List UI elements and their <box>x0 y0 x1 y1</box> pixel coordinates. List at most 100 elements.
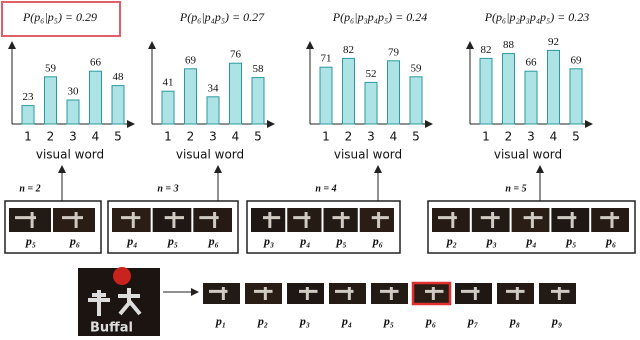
patch-bg <box>551 208 590 232</box>
chart-title: P(p₆|p₃p₄p₅) = 0.24 <box>332 10 427 24</box>
data-label: 69 <box>571 54 583 66</box>
image-patch <box>371 283 408 304</box>
patch-stroke <box>438 212 457 228</box>
patch-label: p₃ <box>263 234 274 248</box>
bar <box>111 85 125 125</box>
image-patch <box>287 208 322 232</box>
data-label: 59 <box>411 62 423 74</box>
n-label: n = 2 <box>19 183 40 194</box>
patch-stroke <box>293 212 311 228</box>
patch-stroke <box>600 212 620 228</box>
bar <box>502 53 515 125</box>
data-label: 82 <box>343 44 354 56</box>
patch-bg <box>471 208 510 232</box>
patch-stroke <box>461 287 480 300</box>
x-tick-label: 4 <box>550 130 558 144</box>
patch-bg <box>203 283 240 304</box>
patch-highlight <box>411 281 452 306</box>
patch-label: p₅ <box>25 234 36 248</box>
data-label: 30 <box>68 86 80 98</box>
patch-bg <box>329 283 366 304</box>
svg-text:Buffal: Buffal <box>90 321 133 336</box>
patch-label: p₄ <box>341 314 352 328</box>
patch-stroke <box>164 212 184 228</box>
data-label: 66 <box>526 57 538 69</box>
data-label: 92 <box>548 36 559 48</box>
image-patch <box>323 208 358 232</box>
data-label: 76 <box>230 49 242 61</box>
panel-box <box>107 200 239 254</box>
x-tick-label: 3 <box>209 130 217 144</box>
x-tick-label: 5 <box>412 130 420 144</box>
patch-label: p₂ <box>446 234 457 248</box>
image-patch <box>329 283 366 304</box>
patch-bg <box>53 208 95 232</box>
image-patch <box>203 283 240 304</box>
data-label: 34 <box>208 82 220 94</box>
data-label: 23 <box>23 91 35 103</box>
x-axis-label: visual word <box>494 148 562 162</box>
highlight-box <box>1 1 121 37</box>
patch-stroke <box>335 287 354 300</box>
data-label: 52 <box>366 68 377 80</box>
bar <box>569 68 583 125</box>
bar <box>206 96 220 125</box>
x-tick-label: 2 <box>505 130 513 144</box>
x-tick-label: 1 <box>24 130 32 144</box>
patch-label: p₇ <box>467 314 478 328</box>
x-axis-label: visual word <box>176 148 244 162</box>
patch-stroke <box>332 212 350 228</box>
patch-bg <box>413 283 450 304</box>
n-label: n = 4 <box>315 183 336 194</box>
patch-bg <box>323 208 358 232</box>
x-axis-label: visual word <box>334 148 402 162</box>
patch-label: p₁ <box>215 314 226 328</box>
bar <box>89 70 102 125</box>
patch-label: p₂ <box>257 314 268 328</box>
patch-bg <box>193 208 232 232</box>
bar <box>479 57 493 125</box>
patch-stroke <box>263 212 281 228</box>
patch-bg <box>497 283 534 304</box>
patch-stroke <box>121 212 141 228</box>
patch-label: p₆ <box>208 234 219 248</box>
patch-label: p₃ <box>486 234 497 248</box>
image-patch <box>152 208 192 232</box>
data-label: 66 <box>90 57 102 69</box>
image-patch <box>359 208 394 232</box>
patch-bg <box>112 208 151 232</box>
patch-bg <box>539 283 576 304</box>
image-patch <box>511 208 550 232</box>
data-label: 82 <box>481 44 492 56</box>
patch-label: p₄ <box>299 234 310 248</box>
x-tick-label: 2 <box>47 130 55 144</box>
n-label: n = 3 <box>157 183 178 194</box>
image-patch <box>251 208 286 232</box>
patch-bg <box>251 208 286 232</box>
patch-stroke <box>371 212 389 228</box>
image-patch <box>471 208 510 232</box>
panel-box <box>4 200 102 254</box>
patch-bg <box>359 208 394 232</box>
bar <box>229 62 242 125</box>
patch-label: p₉ <box>551 314 562 328</box>
patch-bg <box>9 208 51 232</box>
bar <box>409 76 423 125</box>
patch-stroke <box>523 212 543 228</box>
patch-label: p₆ <box>605 234 616 248</box>
patch-bg <box>287 283 324 304</box>
x-tick-label: 3 <box>527 130 535 144</box>
patch-stroke <box>506 287 525 300</box>
patch-stroke <box>557 212 577 228</box>
image-patch <box>287 283 324 304</box>
image-patch <box>411 281 452 306</box>
patch-stroke <box>254 287 273 300</box>
image-patch <box>591 208 629 232</box>
patch-bg <box>152 208 192 232</box>
data-label: 48 <box>113 71 125 83</box>
patch-label: p₄ <box>126 234 137 248</box>
bar <box>524 70 538 125</box>
patch-label: p₈ <box>509 314 520 328</box>
patch-stroke <box>209 287 228 300</box>
